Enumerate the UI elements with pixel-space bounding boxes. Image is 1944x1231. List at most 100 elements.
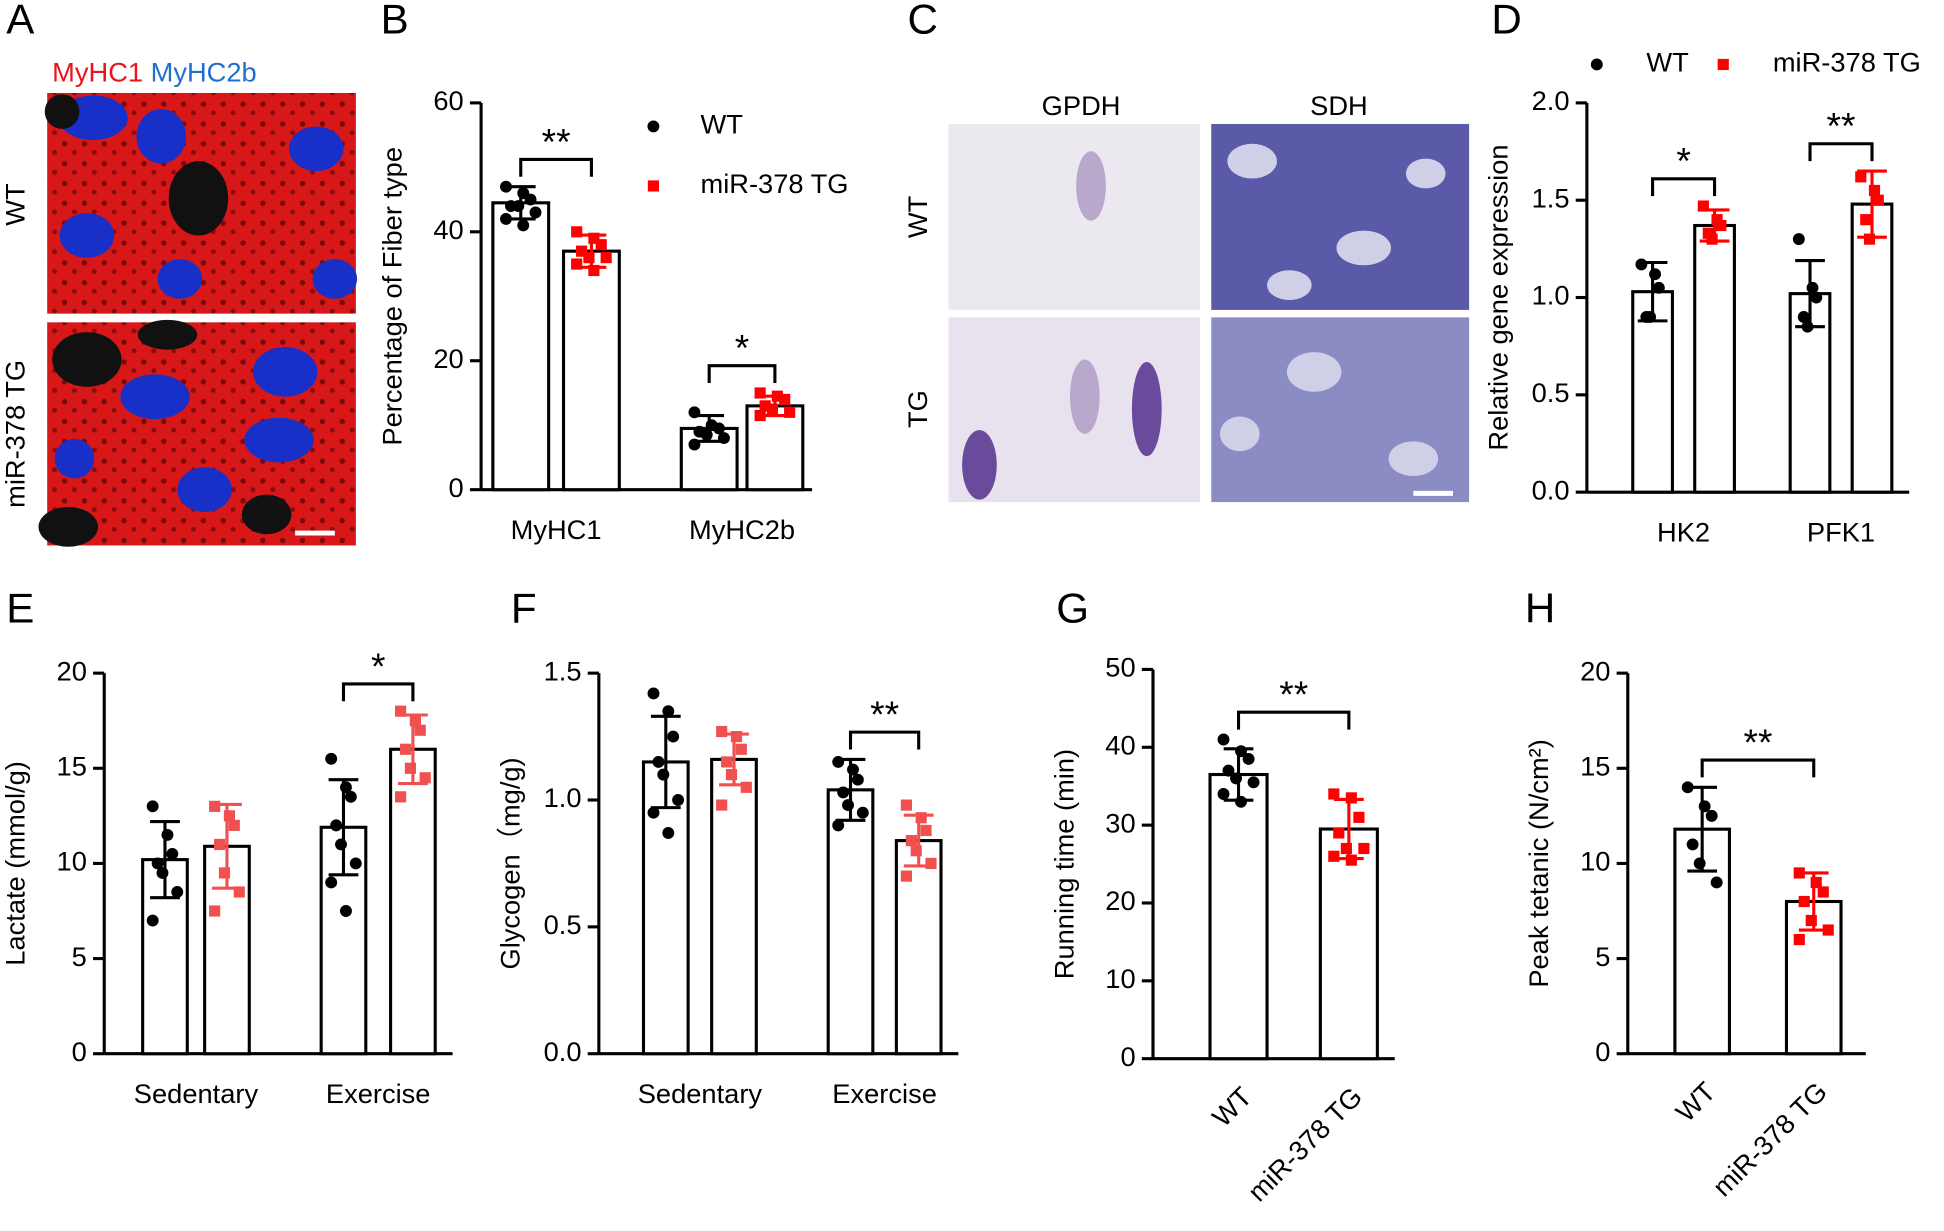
y-tick-label: 2.0 <box>1532 85 1570 116</box>
legend-label: miR-378 TG <box>1773 47 1921 78</box>
y-axis-title: Relative gene expression <box>1482 144 1513 450</box>
data-point <box>588 264 600 277</box>
data-point <box>1715 219 1727 232</box>
data-point <box>1697 200 1709 212</box>
bar <box>1850 202 1894 494</box>
x-tick-label: miR-378 TG <box>1242 1081 1369 1208</box>
data-point <box>1698 800 1711 813</box>
column-label: SDH <box>1310 90 1368 121</box>
data-point <box>571 226 583 238</box>
fibers-light <box>1219 143 1446 477</box>
y-tick-label: 40 <box>1105 729 1135 760</box>
fibers-dark <box>38 94 292 547</box>
data-point <box>920 824 932 837</box>
data-point <box>414 724 426 736</box>
y-tick-label: 40 <box>433 214 463 245</box>
error-bar <box>505 185 536 221</box>
data-point <box>228 819 240 831</box>
data-point <box>395 791 407 803</box>
panel-a-image: MyHC1 MyHC2b WT miR-378 TG A <box>0 0 358 547</box>
data-point <box>847 763 859 776</box>
data-point <box>905 835 917 847</box>
error-bar <box>576 233 607 269</box>
data-point <box>784 406 796 418</box>
y-tick-label: 0.0 <box>544 1036 582 1067</box>
significance-label: ** <box>870 693 899 735</box>
significance-bracket <box>341 682 415 702</box>
data-point <box>1706 233 1718 245</box>
data-point <box>759 400 771 412</box>
column-label: GPDH <box>1042 90 1121 121</box>
data-point <box>716 799 728 811</box>
data-point <box>1247 776 1260 789</box>
data-point <box>517 219 530 232</box>
y-tick-label: 15 <box>1580 750 1610 781</box>
data-point <box>652 755 665 768</box>
data-point <box>1340 842 1352 855</box>
error-bar <box>1333 797 1364 861</box>
error-bar <box>1795 258 1825 329</box>
x-tick-label: Exercise <box>832 1078 937 1109</box>
significance-bracket <box>1651 177 1717 197</box>
y-tick-label: 15 <box>57 750 87 781</box>
panel-label: H <box>1525 584 1555 631</box>
panel-label: G <box>1056 584 1089 631</box>
legend-label: WT <box>701 109 744 140</box>
data-point <box>218 867 231 879</box>
data-point <box>214 838 226 850</box>
panel-label: D <box>1491 0 1521 42</box>
x-tick-label: Exercise <box>326 1078 431 1109</box>
data-point <box>1242 753 1255 765</box>
error-bar <box>1637 260 1668 323</box>
data-point <box>404 762 417 774</box>
error-bar <box>1687 785 1718 873</box>
y-axis-title: Peak tetanic (N/cm²) <box>1523 739 1554 987</box>
significance-bracket <box>519 157 593 177</box>
data-point <box>330 819 343 832</box>
data-point <box>583 252 595 264</box>
data-point <box>1702 227 1714 239</box>
error-bar <box>212 802 242 890</box>
data-point <box>832 819 845 832</box>
significance-bracket <box>1700 758 1816 778</box>
data-point <box>1590 58 1603 71</box>
panel-label: A <box>6 0 35 42</box>
y-tick-label: 50 <box>1105 652 1135 683</box>
data-point <box>340 905 352 917</box>
y-tick-label: 1.0 <box>1532 280 1570 311</box>
y-tick-label: 0.5 <box>1532 377 1570 408</box>
data-point <box>325 876 338 889</box>
data-point <box>647 120 660 133</box>
y-tick-label: 1.0 <box>544 782 582 813</box>
data-point <box>1328 850 1340 862</box>
data-point <box>647 806 660 819</box>
data-point <box>1797 311 1810 323</box>
data-point <box>725 769 738 781</box>
data-point <box>325 752 338 765</box>
data-point <box>721 756 733 768</box>
significance-bracket <box>1236 710 1351 730</box>
data-point <box>600 252 612 264</box>
y-tick-label: 0 <box>72 1036 87 1067</box>
bar <box>491 201 551 492</box>
data-point <box>209 800 221 812</box>
micrograph <box>1211 317 1470 503</box>
y-tick-label: 1.5 <box>544 655 582 686</box>
data-point <box>1222 764 1235 777</box>
bar <box>826 788 875 1056</box>
data-point <box>512 200 525 212</box>
data-point <box>399 743 412 755</box>
data-point <box>1810 876 1822 889</box>
data-point <box>529 206 542 219</box>
data-point <box>1353 811 1365 823</box>
y-axis-title: Running time (min) <box>1048 749 1079 979</box>
data-point <box>1649 268 1662 281</box>
data-point <box>1635 258 1648 271</box>
data-point <box>156 866 169 879</box>
error-bar <box>150 820 180 900</box>
error-bar <box>719 732 749 787</box>
data-point <box>647 180 659 192</box>
data-point <box>1693 857 1706 870</box>
y-tick-label: 5 <box>72 941 87 972</box>
